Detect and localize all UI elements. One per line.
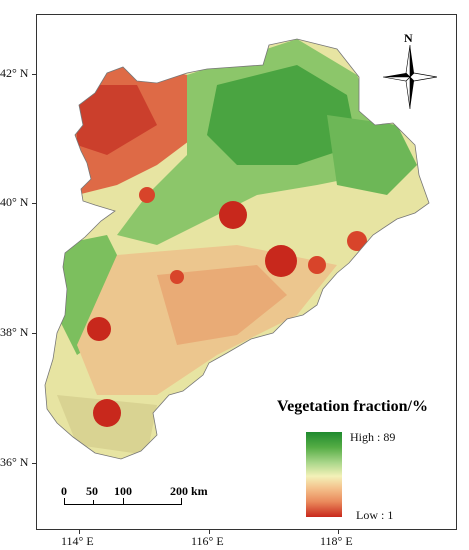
lat-label-42: 42° N [0,66,29,80]
lat-label-40: 40° N [0,195,29,209]
north-arrow: N [383,31,437,111]
lat-tick-mark-36 [32,463,36,464]
lat-tick-mark-42 [32,74,36,75]
legend-low-label: Low : 1 [356,508,394,522]
lon-label-114: 114° E [61,534,94,548]
lon-tick-mark-116 [209,530,210,534]
map-frame: N [36,14,457,530]
legend-title: Vegetation fraction/% [277,398,428,415]
lat-label-38: 38° N [0,325,29,339]
lon-label-116: 116° E [191,534,224,548]
north-arrow-label: N [404,31,413,45]
map-canvas [44,38,430,460]
scale-label-0: 0 [61,484,67,498]
region-boundary [44,38,430,460]
scale-label-200: 200 km [170,484,208,498]
lon-tick-mark-118 [338,530,339,534]
lat-tick-mark-40 [32,203,36,204]
lon-tick-mark-114 [79,530,80,534]
scale-bar [64,498,182,510]
lon-label-118: 118° E [320,534,353,548]
legend-color-ramp [306,432,342,517]
compass-rose-icon [383,45,437,109]
lat-tick-mark-38 [32,333,36,334]
lat-label-36: 36° N [0,455,29,469]
scale-label-50: 50 [86,484,98,498]
scale-label-100: 100 [114,484,132,498]
legend-high-label: High : 89 [350,430,396,444]
